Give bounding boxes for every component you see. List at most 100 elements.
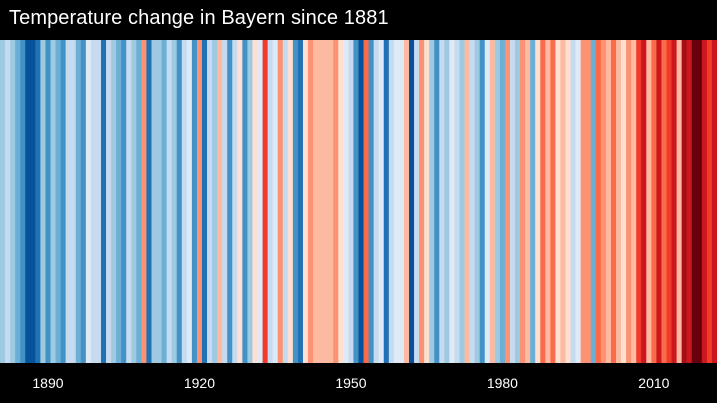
stripe-1976: [479, 40, 486, 363]
stripe-1907: [131, 40, 137, 363]
stripe-1991: [555, 40, 562, 363]
stripe-1963: [414, 40, 420, 363]
stripe-2015: [676, 40, 683, 363]
stripe-1911: [151, 40, 158, 363]
stripe-1969: [444, 40, 450, 363]
stripe-1923: [212, 40, 218, 363]
stripe-1917: [181, 40, 188, 363]
stripe-1922: [207, 40, 213, 363]
stripe-1925: [222, 40, 228, 363]
stripe-1899: [90, 40, 97, 363]
stripe-1889: [40, 40, 47, 363]
stripe-2020: [701, 40, 708, 363]
stripe-2003: [616, 40, 622, 363]
stripe-1993: [565, 40, 572, 363]
stripe-1903: [111, 40, 117, 363]
stripe-1986: [530, 40, 536, 363]
stripe-1965: [424, 40, 430, 363]
stripe-1898: [85, 40, 92, 363]
stripe-1926: [227, 40, 233, 363]
stripe-1919: [191, 40, 198, 363]
stripe-2006: [631, 40, 637, 363]
stripe-1888: [35, 40, 41, 363]
stripe-1980: [499, 40, 506, 363]
stripe-2004: [621, 40, 627, 363]
stripe-1946: [328, 40, 334, 363]
stripe-1902: [106, 40, 112, 363]
stripe-1927: [232, 40, 238, 363]
stripe-1984: [520, 40, 526, 363]
stripe-1997: [585, 40, 592, 363]
stripe-1981: [504, 40, 511, 363]
stripe-2005: [626, 40, 632, 363]
stripe-1948: [338, 40, 344, 363]
stripe-1987: [535, 40, 541, 363]
stripe-1906: [126, 40, 132, 363]
stripe-1966: [429, 40, 435, 363]
stripe-1964: [419, 40, 425, 363]
stripe-1934: [267, 40, 274, 363]
stripe-1982: [509, 40, 516, 363]
stripe-1990: [550, 40, 557, 363]
stripe-1929: [242, 40, 249, 363]
stripe-1961: [403, 40, 410, 363]
stripe-1884: [15, 40, 21, 363]
stripe-1959: [393, 40, 400, 363]
stripe-1977: [484, 40, 491, 363]
stripe-1941: [302, 40, 309, 363]
stripe-1996: [580, 40, 587, 363]
stripe-1914: [166, 40, 173, 363]
stripe-1916: [176, 40, 183, 363]
stripe-1973: [464, 40, 471, 363]
stripe-1921: [201, 40, 208, 363]
stripe-2018: [691, 40, 698, 363]
stripe-1995: [575, 40, 582, 363]
stripe-2002: [610, 40, 617, 363]
stripe-1920: [196, 40, 203, 363]
stripe-1912: [156, 40, 163, 363]
chart-title: Temperature change in Bayern since 1881: [9, 7, 389, 29]
stripe-1887: [30, 40, 36, 363]
stripe-1883: [10, 40, 16, 363]
stripe-1890: [45, 40, 52, 363]
stripe-1992: [560, 40, 567, 363]
stripe-1988: [540, 40, 546, 363]
stripe-1983: [515, 40, 521, 363]
stripe-1970: [449, 40, 456, 363]
stripe-1957: [383, 40, 390, 363]
stripe-2022: [711, 40, 717, 363]
stripe-1942: [308, 40, 314, 363]
stripe-1978: [489, 40, 496, 363]
stripe-1896: [75, 40, 82, 363]
stripe-1950: [348, 40, 355, 363]
stripe-2017: [686, 40, 693, 363]
stripe-1928: [237, 40, 243, 363]
stripe-2008: [641, 40, 647, 363]
stripe-1913: [161, 40, 168, 363]
stripe-2013: [666, 40, 673, 363]
stripe-1971: [454, 40, 461, 363]
stripe-1994: [570, 40, 577, 363]
stripe-1968: [439, 40, 445, 363]
stripe-1894: [65, 40, 72, 363]
stripe-1881: [0, 40, 6, 363]
stripe-1882: [5, 40, 11, 363]
stripe-2007: [636, 40, 642, 363]
stripe-1979: [494, 40, 501, 363]
stripe-1892: [55, 40, 62, 363]
stripe-1962: [408, 40, 415, 363]
stripe-1915: [171, 40, 178, 363]
stripe-1953: [363, 40, 370, 363]
stripe-1935: [272, 40, 279, 363]
stripe-1895: [70, 40, 77, 363]
stripe-1952: [358, 40, 365, 363]
stripe-1931: [252, 40, 259, 363]
stripe-1940: [297, 40, 304, 363]
stripe-1939: [292, 40, 299, 363]
stripe-2001: [605, 40, 612, 363]
stripe-1967: [434, 40, 440, 363]
stripe-1886: [25, 40, 31, 363]
stripe-1955: [373, 40, 380, 363]
